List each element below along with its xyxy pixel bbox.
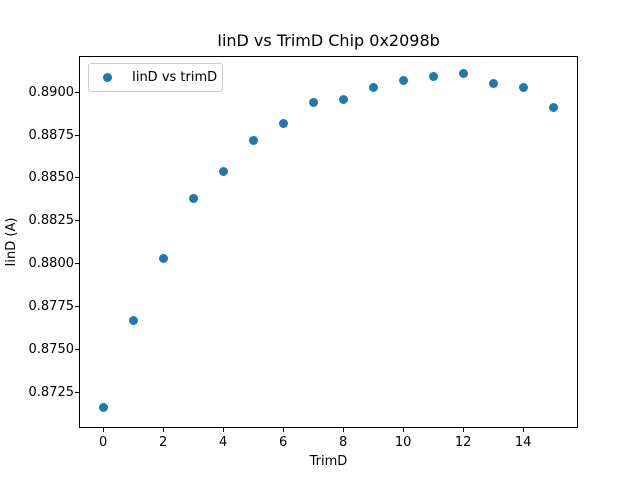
- plot-area: [79, 56, 578, 428]
- y-tick-mark: [75, 177, 79, 179]
- data-point: [548, 103, 558, 113]
- y-tick-mark: [75, 91, 79, 93]
- data-point: [338, 94, 348, 104]
- x-tick-mark: [402, 428, 404, 432]
- y-tick-label: 0.8875: [28, 127, 75, 143]
- x-tick-mark: [162, 428, 164, 432]
- y-tick-mark: [75, 220, 79, 222]
- x-tick-mark: [282, 428, 284, 432]
- y-tick-mark: [75, 305, 79, 307]
- x-tick-label: 2: [159, 435, 168, 450]
- chart-title: IinD vs TrimD Chip 0x2098b: [217, 31, 440, 50]
- data-point: [278, 118, 288, 128]
- x-tick-mark: [342, 428, 344, 432]
- y-tick-label: 0.8850: [28, 170, 75, 186]
- x-tick-label: 14: [514, 435, 532, 450]
- x-tick-mark: [102, 428, 104, 432]
- y-tick-label: 0.8775: [28, 298, 75, 314]
- data-point: [398, 75, 408, 85]
- y-tick-mark: [75, 263, 79, 265]
- x-tick-label: 12: [454, 435, 472, 450]
- x-tick-label: 4: [219, 435, 228, 450]
- data-point: [188, 194, 198, 203]
- data-point: [368, 82, 378, 92]
- data-point: [488, 79, 498, 89]
- data-point: [158, 253, 168, 263]
- x-axis-label: TrimD: [309, 454, 348, 469]
- legend-label: IinD vs trimD: [132, 70, 218, 85]
- legend-marker-circle-icon: [103, 73, 112, 82]
- y-tick-mark: [75, 391, 79, 393]
- y-tick-label: 0.8800: [28, 256, 75, 272]
- data-point: [518, 82, 528, 92]
- y-tick-label: 0.8900: [28, 84, 75, 100]
- y-tick-mark: [75, 134, 79, 136]
- y-tick-label: 0.8725: [28, 384, 75, 400]
- y-tick-label: 0.8750: [28, 341, 75, 357]
- y-tick-mark: [75, 348, 79, 350]
- data-point: [128, 315, 138, 325]
- data-point: [428, 72, 438, 82]
- data-point: [98, 402, 108, 412]
- x-tick-label: 8: [339, 435, 348, 450]
- x-tick-label: 6: [279, 435, 288, 450]
- x-tick-mark: [222, 428, 224, 432]
- y-axis-label: IinD (A): [4, 217, 19, 267]
- x-tick-label: 10: [394, 435, 412, 450]
- x-tick-label: 0: [99, 435, 108, 450]
- data-point: [218, 166, 228, 176]
- x-tick-mark: [522, 428, 524, 432]
- data-point: [248, 135, 258, 145]
- legend: IinD vs trimD: [88, 63, 223, 92]
- data-point: [458, 68, 468, 78]
- y-tick-label: 0.8825: [28, 213, 75, 229]
- data-point: [308, 98, 318, 108]
- x-tick-mark: [462, 428, 464, 432]
